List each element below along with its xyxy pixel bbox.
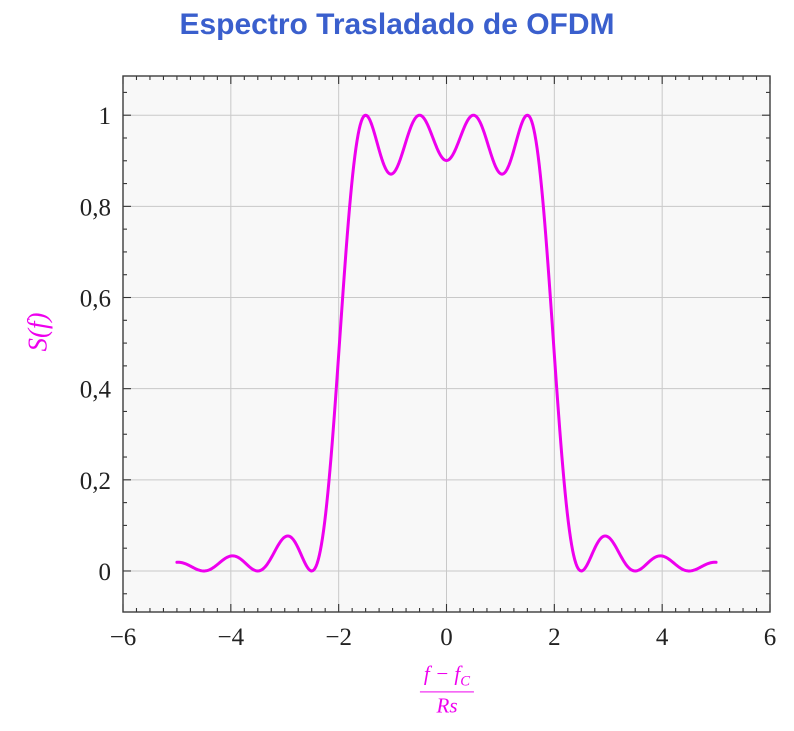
grid-lines <box>123 76 770 612</box>
x-tick-labels: −6 −4 −2 0 2 4 6 <box>110 624 777 651</box>
y-tick-labels: 0 0,2 0,4 0,6 0,8 1 <box>80 103 112 586</box>
svg-text:4: 4 <box>656 624 669 651</box>
plot-frame <box>122 75 771 613</box>
x-axis-label: f − fC Rs <box>419 661 475 719</box>
svg-text:−4: −4 <box>218 624 245 651</box>
x-label-denominator: Rs <box>419 691 475 719</box>
svg-text:2: 2 <box>548 624 561 651</box>
svg-text:0,6: 0,6 <box>80 286 111 313</box>
svg-text:0,2: 0,2 <box>80 468 111 495</box>
svg-text:0,8: 0,8 <box>80 194 111 221</box>
svg-text:1: 1 <box>99 103 112 130</box>
svg-text:0: 0 <box>99 559 112 586</box>
svg-text:6: 6 <box>764 624 777 651</box>
x-label-numerator: f − fC <box>423 661 471 690</box>
svg-text:0: 0 <box>440 624 453 651</box>
y-axis-label: S(f) <box>22 312 53 352</box>
svg-text:0,4: 0,4 <box>80 377 112 404</box>
svg-text:−6: −6 <box>110 624 137 651</box>
spectrum-curve <box>175 113 718 573</box>
svg-text:−2: −2 <box>325 624 352 651</box>
chart-title: Espectro Trasladado de OFDM <box>179 8 615 41</box>
